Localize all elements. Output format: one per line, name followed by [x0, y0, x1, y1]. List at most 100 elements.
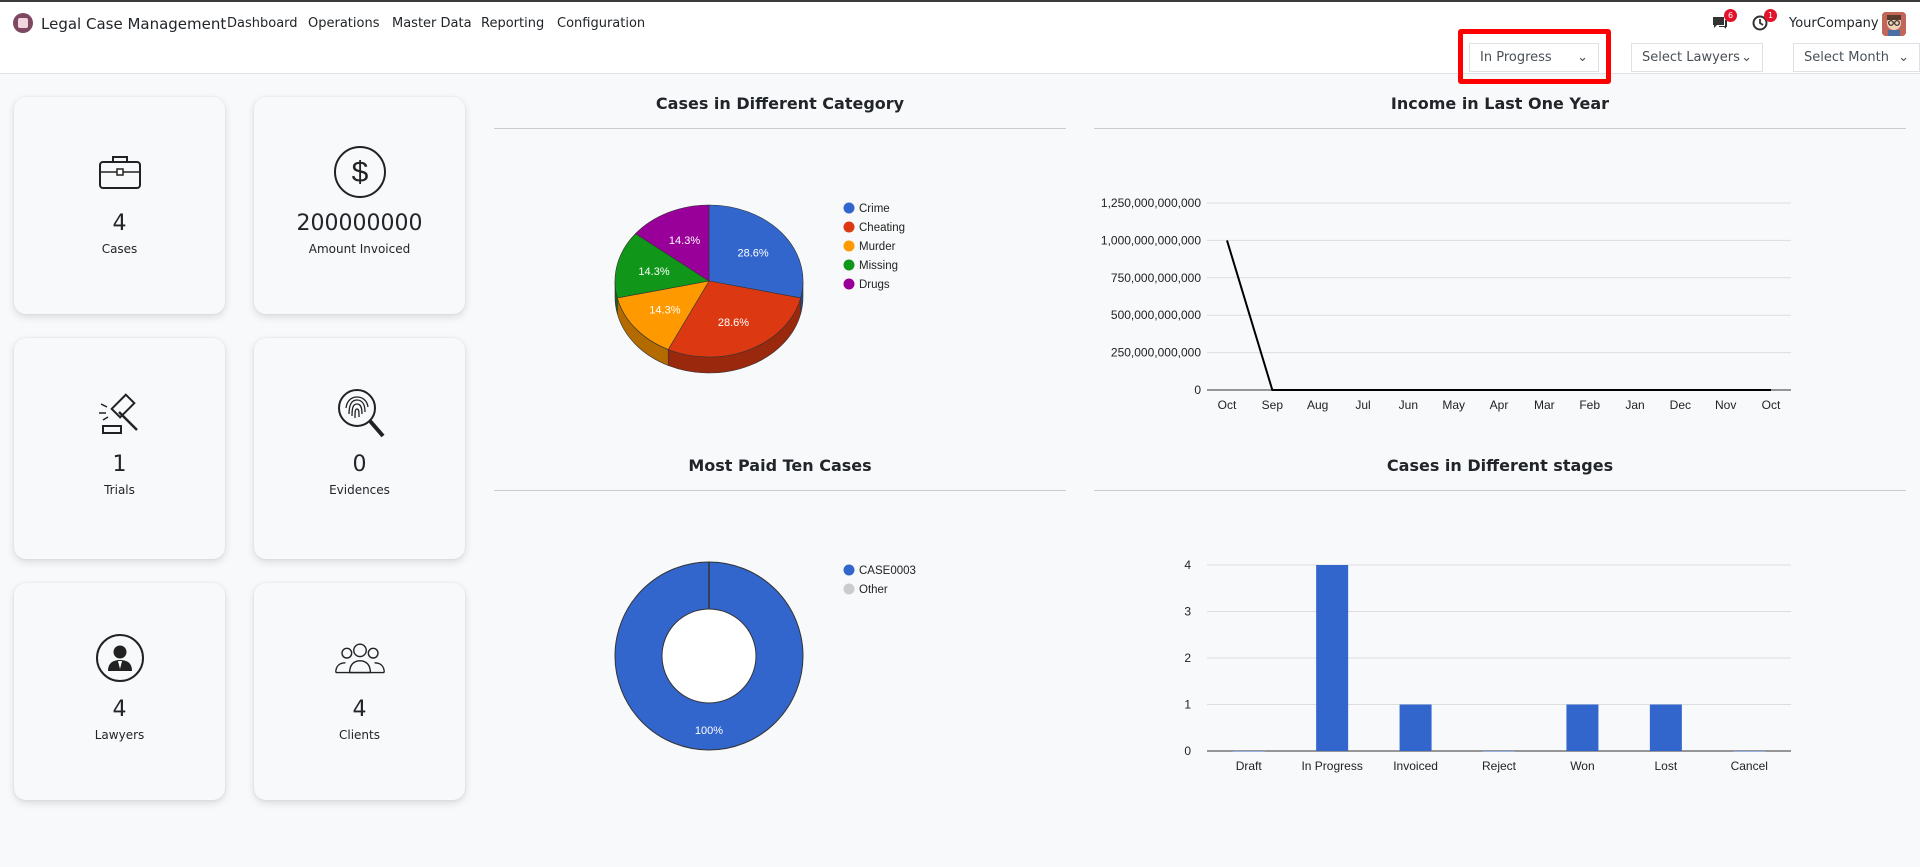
menu-operations[interactable]: Operations	[308, 16, 380, 31]
legend-marker	[843, 202, 855, 214]
legend-label-crime: Crime	[859, 203, 890, 215]
stat-card-clients[interactable]: 4 Clients	[254, 583, 465, 800]
filter-bar	[0, 44, 1920, 74]
paid-cases-chart-title: Most Paid Ten Cases	[688, 456, 872, 475]
menu-master-data[interactable]: Master Data	[392, 16, 472, 31]
app-title[interactable]: Legal Case Management	[41, 15, 227, 33]
clients-icon	[333, 631, 387, 685]
divider	[1094, 128, 1906, 129]
y-tick-label: 2	[1184, 651, 1191, 665]
x-tick-label: Feb	[1579, 398, 1600, 412]
trials-label: Trials	[104, 483, 135, 497]
chevron-down-icon: ⌄	[1741, 50, 1752, 65]
x-tick-label: May	[1442, 398, 1465, 412]
income-series-line	[1226, 240, 1771, 391]
gavel-icon	[93, 386, 147, 440]
lawyers-select-value: Select Lawyers	[1642, 50, 1740, 65]
company-switcher[interactable]: YourCompany	[1789, 16, 1879, 31]
divider	[494, 128, 1066, 129]
x-tick-label: Jan	[1625, 398, 1644, 412]
legend-marker	[843, 240, 855, 252]
lawyer-icon	[93, 631, 147, 685]
y-tick-label: 750,000,000,000	[1111, 271, 1201, 285]
stat-card-lawyers[interactable]: 4 Lawyers	[14, 583, 225, 800]
divider	[494, 490, 1066, 491]
menu-configuration[interactable]: Configuration	[557, 16, 646, 31]
lawyers-label: Lawyers	[94, 728, 145, 742]
evidences-label: Evidences	[329, 483, 390, 497]
x-tick-label: Sep	[1262, 398, 1284, 412]
pie-slice-label: 28.6%	[737, 248, 768, 260]
x-tick-label: Jun	[1399, 398, 1418, 412]
paid-cases-donut-chart[interactable]: 100% CASE0003 Other	[600, 555, 940, 755]
x-tick-label: Aug	[1307, 398, 1328, 412]
y-tick-label: 250,000,000,000	[1111, 346, 1201, 360]
stages-chart-title: Cases in Different stages	[1386, 456, 1614, 475]
pie-slice-missing	[614, 233, 710, 299]
y-tick-label: 0	[1184, 744, 1191, 758]
bar-invoiced	[1399, 704, 1432, 751]
amount-invoiced-value: 200000000	[296, 211, 423, 236]
stat-card-cases[interactable]: 4 Cases	[14, 97, 225, 314]
bar-draft	[1232, 751, 1265, 752]
app-logo-icon[interactable]	[13, 13, 33, 33]
chat-icon[interactable]: 6	[1711, 9, 1737, 34]
legend-label-drugs: Drugs	[859, 279, 890, 291]
chat-count-badge: 6	[1724, 9, 1737, 22]
x-tick-label: Draft	[1236, 759, 1263, 773]
pie-slice-label: 14.3%	[669, 235, 700, 247]
income-line-chart[interactable]: 0 250,000,000,000 500,000,000,000 750,000,0…	[1094, 190, 1906, 420]
category-pie-chart[interactable]: 28.6% 28.6% 14.3% 14.3% 14.3% Crime Cheating Mu…	[600, 195, 940, 395]
legend-label-other: Other	[859, 584, 888, 596]
legend-marker	[843, 221, 855, 233]
menu-dashboard[interactable]: Dashboard	[227, 16, 298, 31]
lawyers-count: 4	[112, 697, 127, 722]
legend-marker	[843, 278, 855, 290]
pie-slice-cheating	[667, 280, 802, 358]
briefcase-icon	[93, 145, 147, 199]
x-tick-label: Cancel	[1731, 759, 1768, 773]
legend-label-missing: Missing	[859, 260, 898, 272]
pie-slice-drugs	[635, 204, 710, 282]
stage-select[interactable]: In Progress ⌄	[1469, 43, 1599, 72]
y-tick-label: 1,250,000,000,000	[1101, 196, 1201, 210]
legend-label-case0003: CASE0003	[859, 565, 916, 577]
donut-slice-label: 100%	[695, 725, 723, 737]
menu-reporting[interactable]: Reporting	[481, 16, 545, 31]
pie-slice-crime	[708, 204, 804, 299]
y-tick-label: 500,000,000,000	[1111, 308, 1201, 322]
clients-label: Clients	[339, 728, 380, 742]
stat-card-evidences[interactable]: 0 Evidences	[254, 338, 465, 559]
month-select[interactable]: Select Month ⌄	[1793, 43, 1920, 72]
cases-label: Cases	[101, 242, 138, 256]
stat-card-amount-invoiced[interactable]: $ 200000000 Amount Invoiced	[254, 97, 465, 314]
amount-invoiced-label: Amount Invoiced	[308, 242, 411, 256]
legend-label-cheating: Cheating	[859, 222, 905, 234]
divider	[1094, 490, 1906, 491]
trials-count: 1	[112, 452, 127, 477]
bar-reject	[1483, 751, 1515, 752]
activity-clock-icon[interactable]: 1	[1751, 9, 1777, 34]
activity-count-badge: 1	[1764, 9, 1777, 22]
clients-count: 4	[352, 697, 367, 722]
chevron-down-icon: ⌄	[1577, 50, 1588, 65]
category-chart-title: Cases in Different Category	[655, 94, 905, 113]
highlight-box	[1458, 29, 1611, 84]
chevron-down-icon: ⌄	[1898, 50, 1909, 65]
stages-bar-chart[interactable]: 0 1 2 3 4 Draft In Progress Invoiced Reject Won Lo…	[1094, 550, 1906, 780]
x-tick-label: Oct	[1218, 398, 1237, 412]
x-tick-label: Invoiced	[1393, 759, 1438, 773]
stat-card-trials[interactable]: 1 Trials	[14, 338, 225, 559]
y-tick-label: 4	[1184, 558, 1191, 572]
navbar: Legal Case Management Dashboard Operatio…	[0, 2, 1920, 44]
x-tick-label: Nov	[1715, 398, 1736, 412]
pie-slice-label: 14.3%	[638, 266, 669, 278]
x-tick-label: In Progress	[1301, 759, 1362, 773]
legend-label-murder: Murder	[859, 241, 896, 253]
x-tick-label: Lost	[1655, 759, 1678, 773]
bar-in-progress	[1316, 565, 1349, 751]
x-tick-label: Won	[1570, 759, 1594, 773]
user-avatar[interactable]	[1882, 12, 1906, 36]
lawyers-select[interactable]: Select Lawyers ⌄	[1631, 43, 1763, 72]
evidences-count: 0	[352, 452, 367, 477]
